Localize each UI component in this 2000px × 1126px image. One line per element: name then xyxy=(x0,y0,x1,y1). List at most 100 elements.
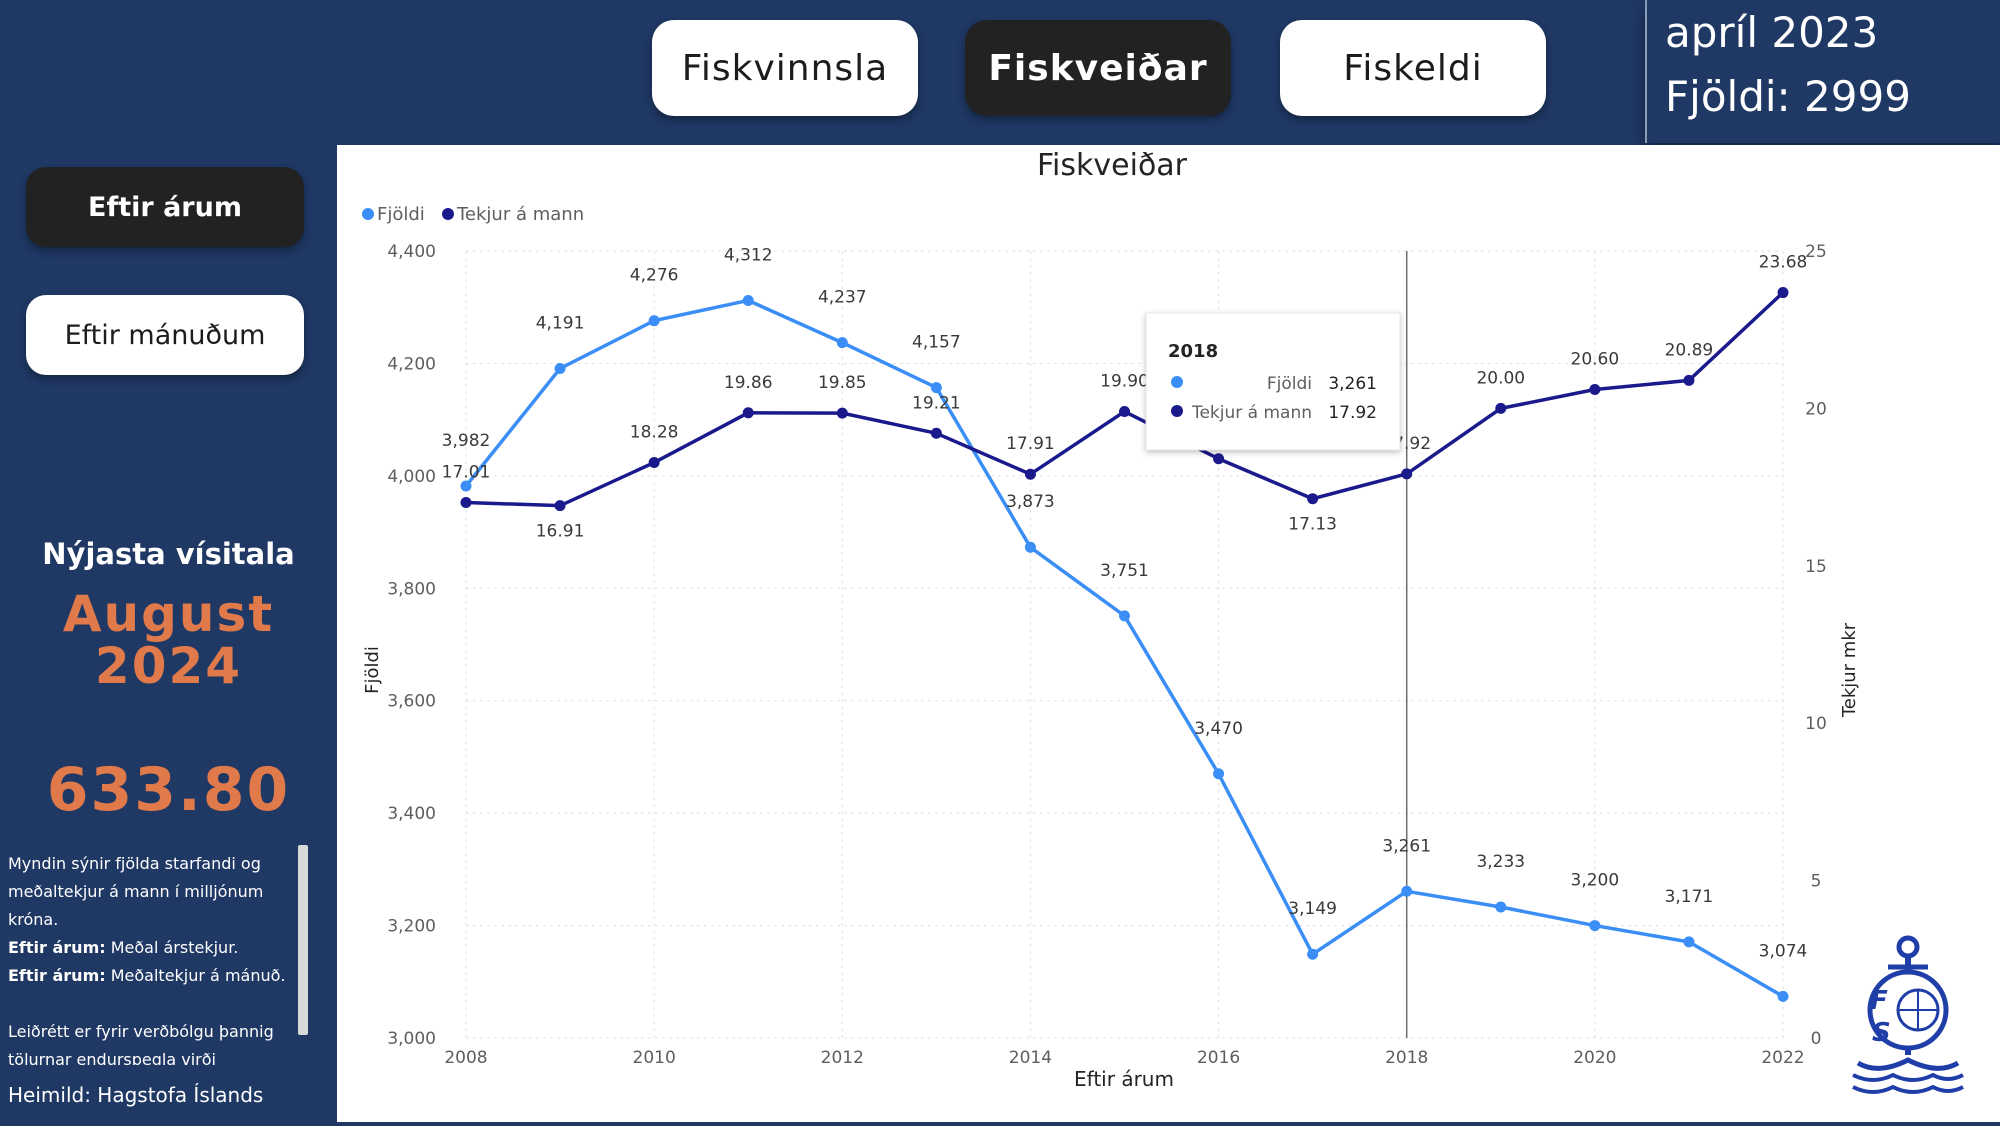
data-label-tekjur: 16.91 xyxy=(536,522,585,542)
y-tick-label: 4,400 xyxy=(387,242,436,262)
data-point-tekjur xyxy=(648,457,660,469)
data-point-fjoldi xyxy=(1024,541,1036,553)
data-point-fjoldi xyxy=(742,294,754,306)
index-month: August 2024 xyxy=(0,588,337,692)
index-title: Nýjasta vísitala xyxy=(42,537,295,571)
legend-tekjur: Tekjur á mann xyxy=(456,204,584,225)
x-tick-label: 2016 xyxy=(1197,1048,1240,1068)
data-point-tekjur xyxy=(1683,374,1695,386)
top-bar: Fiskvinnsla Fiskveiðar Fiskeldi apríl 20… xyxy=(0,0,2000,145)
data-point-tekjur xyxy=(554,500,566,512)
data-point-fjoldi xyxy=(1307,948,1319,960)
x-tick-label: 2014 xyxy=(1009,1048,1052,1068)
x-tick-label: 2022 xyxy=(1761,1048,1804,1068)
data-point-fjoldi xyxy=(1401,885,1413,897)
data-point-tekjur xyxy=(1495,402,1507,414)
tab-fiskveidar[interactable]: Fiskveiðar xyxy=(965,20,1231,116)
data-label-fjoldi: 3,982 xyxy=(442,431,491,451)
y-tick-label: 4,000 xyxy=(387,467,436,487)
y2-tick-label: 10 xyxy=(1805,714,1827,734)
data-label-tekjur: 20.60 xyxy=(1571,350,1620,370)
x-tick-label: 2008 xyxy=(444,1048,487,1068)
tooltip-value-fjoldi: 3,261 xyxy=(1328,374,1377,394)
kpi-card: apríl 2023 Fjöldi: 2999 xyxy=(1645,0,2000,143)
description-text[interactable]: Myndin sýnir fjölda starfandi og meðalte… xyxy=(8,850,298,1065)
series-line-tekjur xyxy=(465,291,1785,508)
data-label-fjoldi: 4,276 xyxy=(630,266,679,286)
data-point-fjoldi xyxy=(1589,920,1601,932)
data-label-tekjur: 18.28 xyxy=(630,423,679,443)
desc-line-4: Leiðrétt er fyrir verðbólgu þannig tölur… xyxy=(8,1022,274,1065)
y-tick-label: 3,800 xyxy=(387,579,436,599)
kpi-month: apríl 2023 xyxy=(1665,8,1879,57)
y2-tick-label: 15 xyxy=(1805,557,1827,577)
y2-axis-label: Tekjur mkr xyxy=(1839,622,1860,718)
data-label-tekjur: 19.85 xyxy=(818,373,867,393)
data-label-tekjur: 23.68 xyxy=(1759,253,1808,273)
y-tick-label: 3,600 xyxy=(387,692,436,712)
data-label-fjoldi: 4,312 xyxy=(724,245,773,265)
data-point-fjoldi xyxy=(460,480,472,492)
data-point-tekjur xyxy=(836,407,848,419)
by-years-button[interactable]: Eftir árum xyxy=(26,167,304,247)
data-label-tekjur: 20.00 xyxy=(1476,368,1525,388)
chart-title: Fiskveiðar xyxy=(1037,148,1188,183)
data-label-fjoldi: 3,233 xyxy=(1476,852,1525,872)
desc-text-1: Meðal árstekjur. xyxy=(105,938,239,957)
legend: Fjöldi Tekjur á mann xyxy=(362,204,584,225)
data-label-fjoldi: 3,074 xyxy=(1759,941,1808,961)
line-chart: Fiskveiðar Fjöldi Tekjur á mann 3,000 3,2… xyxy=(362,148,1860,1091)
tab-fiskeldi[interactable]: Fiskeldi xyxy=(1280,20,1546,116)
data-label-fjoldi: 3,171 xyxy=(1665,887,1714,907)
data-point-fjoldi xyxy=(1495,901,1507,913)
legend-fjoldi: Fjöldi xyxy=(377,204,425,225)
series-line-fjoldi xyxy=(464,298,1784,998)
tooltip-year: 2018 xyxy=(1168,341,1218,362)
data-label-fjoldi: 4,157 xyxy=(912,333,961,353)
data-point-tekjur xyxy=(1777,287,1789,299)
data-point-fjoldi xyxy=(1213,768,1225,780)
index-month-year: 2024 xyxy=(94,637,243,695)
data-label-tekjur: 19.90 xyxy=(1100,372,1149,392)
tooltip-value-tekjur: 17.92 xyxy=(1328,403,1377,423)
sidebar: Eftir árum Eftir mánuðum Nýjasta vísital… xyxy=(0,145,337,1122)
legend-marker-fjoldi xyxy=(362,208,374,220)
data-label-fjoldi: 3,873 xyxy=(1006,492,1055,512)
fs-anchor-logo: F S xyxy=(1852,935,1964,1094)
y-tick-label: 4,200 xyxy=(387,354,436,374)
source-text: Heimild: Hagstofa Íslands xyxy=(8,1083,264,1107)
data-point-tekjur xyxy=(742,407,754,419)
svg-text:S: S xyxy=(1872,1018,1891,1048)
x-tick-label: 2020 xyxy=(1573,1048,1616,1068)
desc-text-2: Meðaltekjur á mánuð. xyxy=(105,966,286,985)
data-point-tekjur xyxy=(1589,384,1601,396)
tooltip-marker-tekjur xyxy=(1171,405,1183,417)
data-point-fjoldi xyxy=(930,382,942,394)
tooltip: 2018 Fjöldi 3,261 Tekjur á mann 17.92 xyxy=(1145,312,1401,451)
data-point-tekjur xyxy=(930,427,942,439)
y2-tick-label: 5 xyxy=(1811,872,1822,892)
description-scrollbar[interactable] xyxy=(298,845,308,1035)
data-point-tekjur xyxy=(1213,453,1225,465)
x-tick-label: 2018 xyxy=(1385,1048,1428,1068)
desc-line-3: Eftir árum: Meðaltekjur á mánuð. xyxy=(8,962,298,990)
data-point-fjoldi xyxy=(648,315,660,327)
tooltip-box xyxy=(1145,312,1401,451)
tab-fiskvinnsla[interactable]: Fiskvinnsla xyxy=(652,20,918,116)
data-label-fjoldi: 4,237 xyxy=(818,288,867,308)
data-point-fjoldi xyxy=(554,362,566,374)
svg-text:F: F xyxy=(1870,986,1888,1016)
desc-bold-2: Eftir árum: xyxy=(8,966,106,985)
data-label-fjoldi: 3,751 xyxy=(1100,561,1149,581)
data-point-tekjur xyxy=(1307,493,1319,505)
data-label-tekjur: 17.13 xyxy=(1288,515,1337,535)
tooltip-label-tekjur: Tekjur á mann xyxy=(1191,403,1312,423)
x-tick-label: 2012 xyxy=(821,1048,864,1068)
data-point-fjoldi xyxy=(1777,990,1789,1002)
legend-marker-tekjur xyxy=(442,208,454,220)
data-point-fjoldi xyxy=(1119,610,1130,622)
by-months-button[interactable]: Eftir mánuðum xyxy=(26,295,304,375)
data-point-tekjur xyxy=(1024,468,1036,480)
y-tick-label: 3,400 xyxy=(387,804,436,824)
chart-panel: Fiskveiðar Fjöldi Tekjur á mann 3,000 3,2… xyxy=(337,145,2000,1122)
